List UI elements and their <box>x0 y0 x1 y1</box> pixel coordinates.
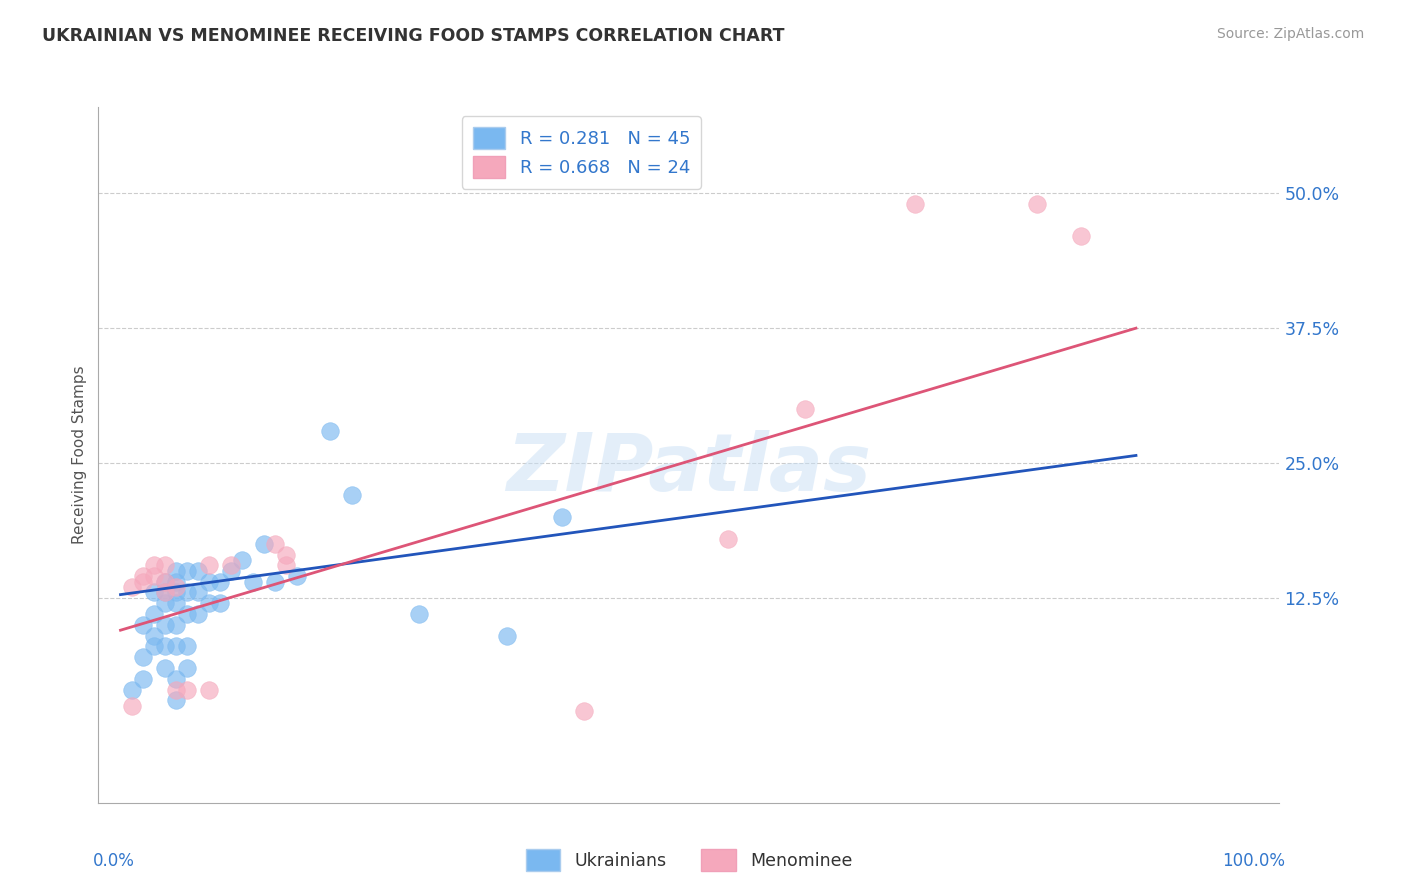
Point <box>142 558 165 573</box>
Point <box>253 537 276 551</box>
Point <box>176 564 198 578</box>
Text: 0.0%: 0.0% <box>93 852 135 870</box>
Point <box>153 661 176 675</box>
Point <box>198 596 221 610</box>
Point <box>551 510 574 524</box>
Point <box>131 569 153 583</box>
Point <box>153 596 176 610</box>
Point <box>165 580 187 594</box>
Point <box>165 596 187 610</box>
Point <box>342 488 364 502</box>
Point <box>121 580 143 594</box>
Point <box>793 402 815 417</box>
Point <box>142 607 165 621</box>
Point <box>131 650 153 665</box>
Point <box>572 704 595 718</box>
Point <box>274 548 297 562</box>
Point <box>121 682 143 697</box>
Legend: Ukrainians, Menominee: Ukrainians, Menominee <box>519 843 859 878</box>
Text: 100.0%: 100.0% <box>1222 852 1285 870</box>
Point <box>142 569 165 583</box>
Text: UKRAINIAN VS MENOMINEE RECEIVING FOOD STAMPS CORRELATION CHART: UKRAINIAN VS MENOMINEE RECEIVING FOOD ST… <box>42 27 785 45</box>
Point <box>231 553 253 567</box>
Point <box>219 564 242 578</box>
Point <box>165 682 187 697</box>
Point <box>142 585 165 599</box>
Point <box>165 672 187 686</box>
Point <box>264 537 287 551</box>
Point <box>121 698 143 713</box>
Point <box>208 596 231 610</box>
Point <box>131 672 153 686</box>
Point <box>187 564 209 578</box>
Point <box>264 574 287 589</box>
Point <box>153 585 176 599</box>
Point <box>165 640 187 654</box>
Point <box>187 607 209 621</box>
Point <box>198 682 221 697</box>
Point <box>198 558 221 573</box>
Point <box>131 574 153 589</box>
Point <box>219 558 242 573</box>
Point <box>495 629 517 643</box>
Point <box>165 585 187 599</box>
Text: Source: ZipAtlas.com: Source: ZipAtlas.com <box>1216 27 1364 41</box>
Point <box>142 640 165 654</box>
Point <box>165 693 187 707</box>
Point <box>165 617 187 632</box>
Text: ZIPatlas: ZIPatlas <box>506 430 872 508</box>
Point <box>165 574 187 589</box>
Point <box>1070 229 1092 244</box>
Point <box>153 574 176 589</box>
Point <box>142 629 165 643</box>
Point <box>408 607 430 621</box>
Point <box>242 574 264 589</box>
Point <box>153 574 176 589</box>
Point <box>904 197 927 211</box>
Y-axis label: Receiving Food Stamps: Receiving Food Stamps <box>72 366 87 544</box>
Point <box>131 617 153 632</box>
Point <box>208 574 231 589</box>
Point <box>716 532 738 546</box>
Point <box>176 607 198 621</box>
Point <box>153 617 176 632</box>
Point <box>187 585 209 599</box>
Point <box>176 661 198 675</box>
Point <box>285 569 308 583</box>
Point <box>165 564 187 578</box>
Point <box>1025 197 1047 211</box>
Point <box>153 640 176 654</box>
Point <box>198 574 221 589</box>
Point <box>274 558 297 573</box>
Point <box>176 640 198 654</box>
Point <box>176 585 198 599</box>
Point <box>176 682 198 697</box>
Point <box>319 424 342 438</box>
Point <box>153 558 176 573</box>
Point <box>153 585 176 599</box>
